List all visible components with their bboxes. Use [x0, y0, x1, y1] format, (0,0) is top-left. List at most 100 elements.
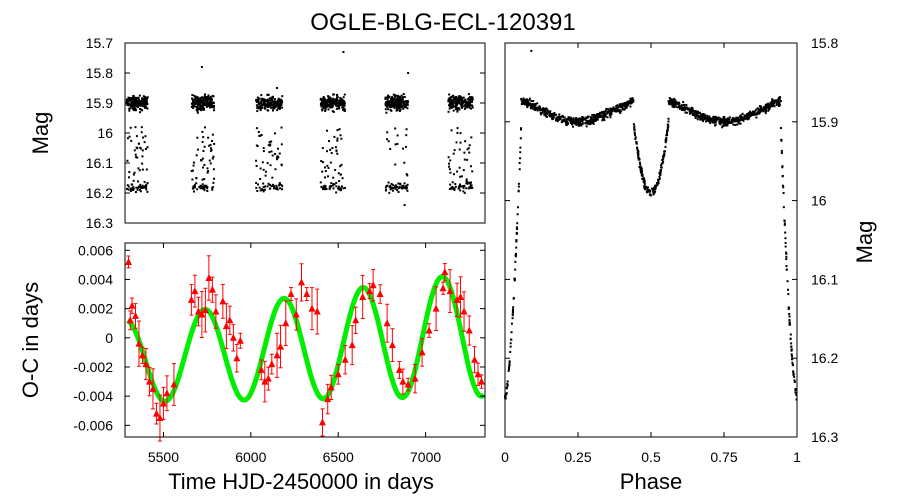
phase-point	[724, 120, 727, 123]
lightcurve-point	[396, 94, 399, 97]
lightcurve-point	[128, 135, 131, 138]
oc-point	[205, 274, 213, 282]
y-tick-label: -0.002	[73, 359, 113, 375]
lightcurve-point	[277, 99, 280, 102]
lightcurve-point	[195, 101, 198, 104]
lightcurve-point	[133, 104, 136, 107]
lightcurve-point	[400, 186, 403, 189]
phase-point	[714, 121, 717, 124]
phase-point	[793, 379, 796, 382]
phase-point	[668, 103, 671, 106]
lightcurve-point	[460, 175, 463, 178]
lightcurve-point	[263, 188, 266, 191]
oc-point	[170, 380, 178, 388]
phase-point	[508, 360, 511, 363]
phase-point	[565, 124, 568, 127]
phase-point	[721, 120, 724, 123]
lightcurve-point	[271, 183, 274, 186]
lightcurve-point	[386, 100, 389, 103]
lightcurve-point	[138, 107, 141, 110]
phase-point	[643, 182, 646, 185]
lightcurve-point	[206, 167, 209, 170]
phase-point	[654, 190, 657, 193]
lightcurve-point	[132, 188, 135, 191]
lightcurve-point	[389, 105, 392, 108]
phase-point	[520, 103, 523, 106]
phase-point	[568, 119, 571, 122]
lightcurve-point	[128, 109, 131, 112]
lightcurve-point	[341, 177, 344, 180]
phase-point	[602, 114, 605, 117]
x-tick-label: 1	[793, 449, 801, 465]
phase-point	[683, 105, 686, 108]
lightcurve-point	[340, 98, 343, 101]
lightcurve-point	[273, 107, 276, 110]
phase-point	[657, 181, 660, 184]
phase-point	[690, 109, 693, 112]
lightcurve-point	[207, 170, 210, 173]
lightcurve-point	[132, 187, 135, 190]
lightcurve-point	[394, 184, 397, 187]
phase-point	[506, 384, 509, 387]
y-tick-label: 0.006	[78, 242, 113, 258]
phase-point	[789, 333, 792, 336]
phase-point	[633, 128, 636, 131]
lightcurve-point	[129, 107, 132, 110]
phase-point	[711, 118, 714, 121]
phase-point	[781, 174, 784, 177]
phase-point	[544, 114, 547, 117]
lightcurve-point	[448, 168, 451, 171]
lightcurve-point	[262, 146, 265, 149]
lightcurve-point	[470, 136, 473, 139]
lightcurve-point	[276, 87, 279, 89]
lightcurve-point	[268, 141, 271, 144]
phase-point	[708, 119, 711, 122]
lightcurve-point	[449, 96, 452, 99]
lightcurve-point	[193, 183, 196, 186]
lightcurve-point	[398, 109, 401, 112]
lightcurve-point	[264, 185, 267, 188]
phase-point	[603, 114, 606, 117]
lightcurve-point	[454, 96, 457, 99]
phase-point	[771, 98, 774, 101]
oc-fit-curve	[126, 274, 486, 404]
lightcurve-point	[208, 159, 211, 162]
lightcurve-point	[331, 110, 334, 113]
oc-point	[261, 377, 269, 385]
lightcurve-point	[336, 96, 339, 99]
lightcurve-point	[135, 104, 138, 107]
lightcurve-point	[255, 104, 258, 107]
phase-point	[519, 151, 522, 154]
lightcurve-point	[196, 136, 199, 139]
lightcurve-point	[197, 100, 200, 103]
lightcurve-point	[200, 99, 203, 102]
lightcurve-point	[279, 105, 282, 108]
lightcurve-point	[326, 100, 329, 103]
lightcurve-point	[132, 95, 135, 98]
phase-point	[677, 105, 680, 108]
phase-point	[730, 118, 733, 121]
lightcurve-point	[390, 101, 393, 104]
phase-point	[528, 98, 531, 101]
lightcurve-point	[256, 96, 259, 99]
lightcurve-point	[130, 139, 133, 142]
phase-point	[544, 111, 547, 114]
phase-point	[785, 251, 788, 254]
lightcurve-point	[391, 96, 394, 99]
phase-point	[745, 117, 748, 120]
lightcurve-point	[327, 108, 330, 111]
lightcurve-point	[132, 109, 135, 112]
lightcurve-point	[277, 100, 280, 103]
phase-point	[785, 258, 788, 261]
lightcurve-point	[279, 187, 282, 190]
lightcurve-point	[199, 187, 202, 190]
phase-point	[555, 113, 558, 116]
phase-point	[532, 108, 535, 111]
phase-point	[633, 131, 636, 134]
lightcurve-point	[196, 111, 199, 114]
lightcurve-point	[406, 174, 409, 177]
phase-point	[637, 150, 640, 153]
lightcurve-point	[405, 173, 408, 176]
phase-point	[587, 119, 590, 122]
